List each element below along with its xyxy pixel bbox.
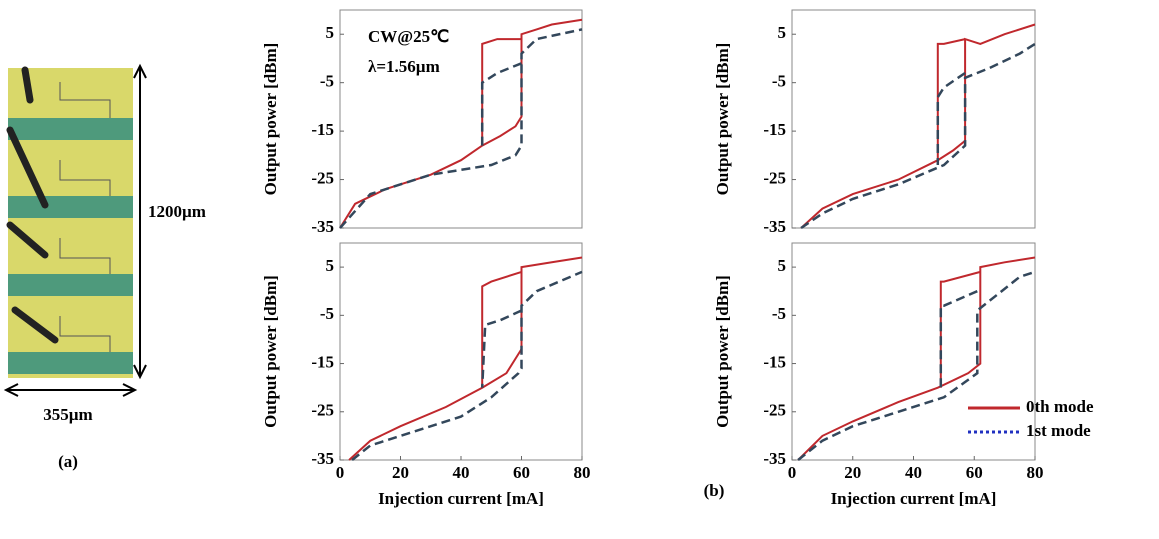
electrode [8, 352, 133, 374]
electrode [8, 118, 133, 140]
y-tick-label: -15 [311, 352, 334, 371]
x-tick-label: 20 [392, 463, 409, 482]
x-axis-label: Injection current [mA] [378, 489, 544, 508]
plot-frame [339, 9, 583, 229]
y-tick-label: -35 [311, 449, 334, 468]
chart: 5 -5 -15 -25 -350 20 40 60 80 Output power [dBm] I… [261, 242, 591, 508]
arrow-head [3, 383, 138, 397]
chart: 5 -5 -15 -25 -35 Output power [dBm] CW@25℃ λ=1.… [261, 9, 583, 236]
series-line [797, 256, 1036, 461]
y-tick-label: -35 [763, 217, 786, 236]
series-line [339, 18, 583, 229]
series-line [351, 270, 583, 461]
series-line [339, 28, 583, 229]
probe [6, 66, 59, 344]
trace [59, 82, 111, 352]
series-line [800, 42, 1036, 230]
annotation: λ=1.56µm [368, 57, 440, 76]
plot-frame [791, 242, 1036, 461]
plot-frame [339, 242, 583, 461]
y-tick-label: -35 [763, 449, 786, 468]
x-tick-label: 80 [574, 463, 591, 482]
series-line [800, 23, 1036, 229]
x-tick-label: 80 [1027, 463, 1044, 482]
y-axis-label: Output power [dBm] [261, 275, 280, 428]
chip-image [8, 68, 133, 378]
electrode [8, 274, 133, 296]
y-tick-label: 5 [326, 256, 335, 275]
y-tick-label: -25 [763, 401, 786, 420]
y-tick-label: -25 [311, 168, 334, 187]
x-tick-label: 0 [336, 463, 345, 482]
series-line [797, 270, 1036, 461]
chart: 5 -5 -15 -25 -35 Output power [dBm] [713, 9, 1036, 236]
y-tick-label: -15 [763, 120, 786, 139]
x-tick-label: 60 [966, 463, 983, 482]
y-tick-label: -15 [763, 352, 786, 371]
panel-label: (b) [704, 481, 725, 500]
arrow-head [133, 63, 147, 380]
x-tick-label: 0 [788, 463, 797, 482]
panel-label: (a) [58, 452, 78, 471]
y-tick-label: 5 [326, 23, 335, 42]
chart: 5 -5 -15 -25 -350 20 40 60 80 Output power [dBm] I… [713, 242, 1094, 508]
annotation: CW@25℃ [368, 27, 449, 46]
series-line [348, 256, 583, 461]
y-tick-label: -5 [772, 72, 786, 91]
y-tick-label: -5 [320, 72, 334, 91]
width-label: 355µm [43, 405, 92, 424]
plot-frame [791, 9, 1036, 229]
legend-label: 1st mode [1026, 421, 1091, 440]
y-tick-label: -15 [311, 120, 334, 139]
y-tick-label: -25 [311, 401, 334, 420]
electrode [8, 196, 133, 218]
y-axis-label: Output power [dBm] [261, 43, 280, 196]
y-tick-label: 5 [778, 256, 787, 275]
y-tick-label: 5 [778, 23, 787, 42]
x-tick-label: 40 [453, 463, 470, 482]
y-axis-label: Output power [dBm] [713, 275, 732, 428]
y-tick-label: -5 [772, 304, 786, 323]
height-label: 1200µm [148, 202, 206, 221]
x-tick-label: 60 [513, 463, 530, 482]
y-tick-label: -35 [311, 217, 334, 236]
legend-label: 0th mode [1026, 397, 1094, 416]
micrograph: 1200µm 355µm (a) [3, 63, 206, 471]
x-tick-label: 20 [844, 463, 861, 482]
y-tick-label: -25 [763, 168, 786, 187]
y-axis-label: Output power [dBm] [713, 43, 732, 196]
x-tick-label: 40 [905, 463, 922, 482]
y-tick-label: -5 [320, 304, 334, 323]
x-axis-label: Injection current [mA] [831, 489, 997, 508]
